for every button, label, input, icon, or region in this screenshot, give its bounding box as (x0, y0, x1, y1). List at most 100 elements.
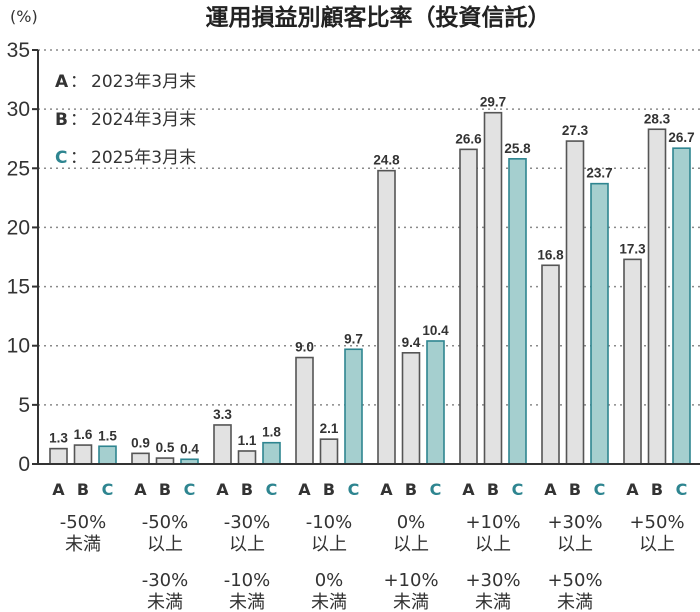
bar-b (401, 352, 421, 465)
bar-b (565, 140, 585, 465)
legend: A ： 2023年3月末 B ： 2024年3月末 C ： 2025年3月末 (55, 72, 196, 168)
y-tick-label: 30 (7, 98, 30, 121)
bar-a (295, 356, 314, 465)
bar-a (377, 169, 396, 465)
y-tick-label: 20 (7, 216, 30, 239)
bar-value-label: 29.7 (480, 95, 506, 110)
y-tick-label: 25 (7, 157, 30, 180)
y-axis-unit: (%) (10, 7, 38, 26)
category-label-line: 未満 (557, 592, 593, 612)
bar-letter-a: A (544, 480, 557, 499)
bar-value-label: 1.3 (49, 431, 68, 446)
bar-c (426, 340, 445, 465)
category-labels: -50%未満-50%以上-30%未満-30%以上-10%未満-10%以上0%未満… (60, 512, 685, 612)
bar-letter-b: B (651, 480, 663, 499)
bar-value-label: 0.4 (180, 441, 199, 456)
y-tick-label: 0 (18, 453, 30, 476)
category-label-line: 未満 (475, 592, 511, 612)
bar-c (508, 158, 527, 465)
y-tick-label: 10 (7, 335, 30, 358)
bar-letter-a: A (216, 480, 229, 499)
bar-a (49, 447, 68, 465)
bar-letter-c: C (266, 480, 278, 499)
bar-b (319, 438, 339, 465)
bar-letter-c: C (512, 480, 524, 499)
bar-value-label: 24.8 (373, 153, 400, 168)
bar-c (98, 445, 117, 465)
bar-letter-a: A (380, 480, 393, 499)
category-label-line: -50% (60, 512, 107, 533)
bar-value-label: 1.5 (98, 428, 117, 443)
category-label-line: 以上 (393, 534, 429, 555)
bar-value-label: 23.7 (586, 166, 612, 181)
bar-a (459, 148, 478, 465)
category-label-line: +50% (629, 512, 684, 533)
category-label-line: +10% (465, 512, 520, 533)
bar-letter-b: B (241, 480, 253, 499)
bar-a (541, 264, 560, 465)
bar-letter-c: C (184, 480, 196, 499)
bar-a (623, 258, 642, 465)
bar-c (344, 348, 363, 465)
data-labels: 1.3 1.6 1.5 0.9 0.5 0.4 3.3 1.1 1.8 9.0 2.1 9.7 24.8… (49, 95, 695, 457)
bar-value-label: 27.3 (562, 123, 589, 138)
bar-a (213, 424, 232, 465)
bar-value-label: 1.1 (238, 433, 257, 448)
y-tick-label: 5 (18, 394, 30, 417)
bar-c (590, 182, 609, 465)
bar-letter-c: C (676, 480, 688, 499)
category-label-line: 以上 (639, 534, 675, 555)
bar-letter-a: A (462, 480, 475, 499)
bar-letter-c: C (594, 480, 606, 499)
legend-sep-a: ： (70, 72, 87, 92)
legend-label-c: 2025年3月末 (91, 148, 196, 168)
bar-value-label: 0.9 (131, 435, 150, 450)
bar-value-label: 28.3 (644, 111, 671, 126)
bar-a (131, 452, 150, 465)
bar-letter-a: A (298, 480, 311, 499)
bar-b (483, 111, 503, 465)
bar-b (237, 450, 257, 465)
bar-letter-b: B (159, 480, 171, 499)
bar-value-label: 0.5 (156, 440, 175, 455)
category-label-line: -50% (142, 512, 189, 533)
category-label-line: -30% (224, 512, 271, 533)
legend-sep-c: ： (70, 148, 87, 168)
bar-value-label: 1.8 (262, 425, 281, 440)
category-label-line: 以上 (475, 534, 511, 555)
category-label-line: 以上 (229, 534, 265, 555)
category-label-line: -10% (306, 512, 353, 533)
category-label-line: -30% (142, 570, 189, 591)
bar-letter-b: B (405, 480, 417, 499)
category-label-line: 0% (397, 512, 426, 533)
bar-value-label: 26.7 (668, 130, 694, 145)
category-label-line: 未満 (393, 592, 429, 612)
legend-label-a: 2023年3月末 (91, 72, 196, 92)
legend-label-b: 2024年3月末 (91, 110, 196, 130)
category-label-line: -10% (224, 570, 271, 591)
category-label-line: +10% (383, 570, 438, 591)
legend-sep-b: ： (70, 110, 87, 130)
y-tick-label: 35 (7, 39, 30, 62)
bar-value-label: 9.7 (344, 331, 363, 346)
legend-key-b: B (55, 110, 68, 130)
bar-letter-c: C (430, 480, 442, 499)
bar-b (647, 128, 667, 465)
bar-letter-b: B (323, 480, 335, 499)
bar-letter-a: A (134, 480, 147, 499)
bar-value-label: 1.6 (74, 427, 93, 442)
category-label-line: 未満 (229, 592, 265, 612)
y-axis-ticks: 0 5 10 15 20 25 30 35 (7, 39, 38, 476)
bar-value-label: 10.4 (422, 323, 449, 338)
legend-key-c: C (55, 148, 67, 168)
category-label-line: 未満 (147, 592, 183, 612)
legend-key-a: A (55, 72, 69, 92)
category-label-line: 0% (315, 570, 344, 591)
bar-value-label: 3.3 (213, 407, 232, 422)
bar-b (73, 444, 93, 465)
bar-letter-c: C (348, 480, 360, 499)
category-label-line: 以上 (311, 534, 347, 555)
